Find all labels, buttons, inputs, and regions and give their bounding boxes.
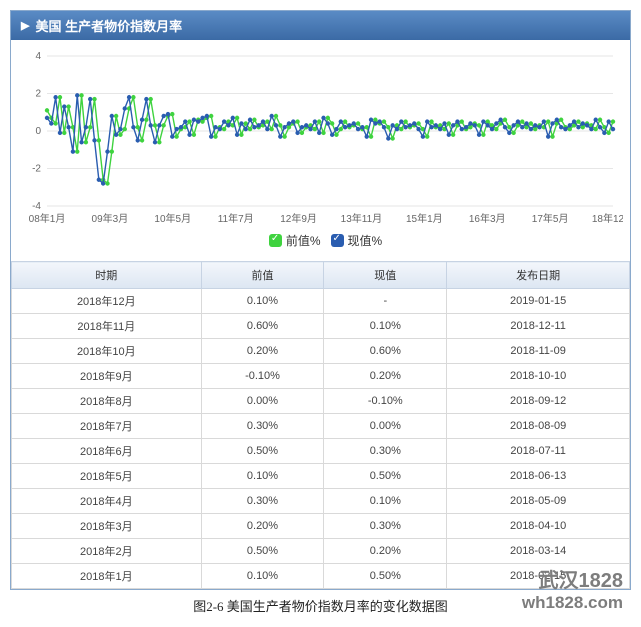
table-cell: 0.00% xyxy=(324,414,447,439)
table-cell: 0.10% xyxy=(201,289,324,314)
panel-title: 美国 生产者物价指数月率 xyxy=(35,16,182,35)
table-cell: 2018-04-10 xyxy=(447,514,630,539)
table-cell: 2018-08-09 xyxy=(447,414,630,439)
panel: ▶ 美国 生产者物价指数月率 -4 -2 0 2 4 08年1月 09年3月 10年5月 11年… xyxy=(10,10,631,590)
svg-text:09年3月: 09年3月 xyxy=(92,212,129,225)
chevron-right-icon: ▶ xyxy=(21,19,29,32)
table-cell: 0.20% xyxy=(324,364,447,389)
svg-text:0: 0 xyxy=(35,126,41,137)
table-row: 2018年5月0.10%0.50%2018-06-13 xyxy=(12,464,630,489)
svg-text:-2: -2 xyxy=(32,164,41,175)
table-cell: 2018-06-13 xyxy=(447,464,630,489)
table-cell: 0.50% xyxy=(324,564,447,589)
table-cell: 0.50% xyxy=(201,539,324,564)
table-row: 2018年10月0.20%0.60%2018-11-09 xyxy=(12,339,630,364)
table-cell: 2018-05-09 xyxy=(447,489,630,514)
legend-swatch[interactable] xyxy=(331,234,344,247)
table-row: 2018年3月0.20%0.30%2018-04-10 xyxy=(12,514,630,539)
table-cell: 0.20% xyxy=(201,339,324,364)
ppi-chart: -4 -2 0 2 4 08年1月 09年3月 10年5月 11年7月 12年9月 13年11月 15… xyxy=(15,48,623,228)
table-cell: 0.60% xyxy=(324,339,447,364)
table-cell: -0.10% xyxy=(324,389,447,414)
panel-header: ▶ 美国 生产者物价指数月率 xyxy=(11,11,630,40)
chart-legend: 前值% 现值% xyxy=(15,228,626,257)
svg-text:12年9月: 12年9月 xyxy=(280,212,317,225)
svg-text:17年5月: 17年5月 xyxy=(532,212,569,225)
table-cell: 2018-03-14 xyxy=(447,539,630,564)
table-cell: 2018年9月 xyxy=(12,364,202,389)
table-body: 2018年12月0.10%-2019-01-152018年11月0.60%0.1… xyxy=(12,289,630,589)
table-cell: 2018年3月 xyxy=(12,514,202,539)
table-cell: 2018-11-09 xyxy=(447,339,630,364)
table-cell: 0.30% xyxy=(201,489,324,514)
table-row: 2018年12月0.10%-2019-01-15 xyxy=(12,289,630,314)
table-cell: 0.10% xyxy=(324,489,447,514)
table-cell: 2018年10月 xyxy=(12,339,202,364)
table-cell: 0.30% xyxy=(201,414,324,439)
chart-area: -4 -2 0 2 4 08年1月 09年3月 10年5月 11年7月 12年9月 13年11月 15… xyxy=(11,40,630,261)
table-row: 2018年9月-0.10%0.20%2018-10-10 xyxy=(12,364,630,389)
table-row: 2018年6月0.50%0.30%2018-07-11 xyxy=(12,439,630,464)
table-cell: 2018年6月 xyxy=(12,439,202,464)
table-cell: 2019-01-15 xyxy=(447,289,630,314)
table-cell: 2018-12-11 xyxy=(447,314,630,339)
legend-label: 现值% xyxy=(348,234,383,248)
table-header-cell: 发布日期 xyxy=(447,262,630,289)
table-cell: 2018-09-12 xyxy=(447,389,630,414)
table-row: 2018年11月0.60%0.10%2018-12-11 xyxy=(12,314,630,339)
table-cell: 0.30% xyxy=(324,514,447,539)
svg-text:08年1月: 08年1月 xyxy=(29,212,66,225)
table-cell: 2018年4月 xyxy=(12,489,202,514)
svg-text:4: 4 xyxy=(35,51,41,62)
table-row: 2018年7月0.30%0.00%2018-08-09 xyxy=(12,414,630,439)
table-row: 2018年2月0.50%0.20%2018-03-14 xyxy=(12,539,630,564)
table-header-cell: 前值 xyxy=(201,262,324,289)
svg-text:15年1月: 15年1月 xyxy=(406,212,443,225)
table-cell: 2018年5月 xyxy=(12,464,202,489)
table-cell: 2018-07-11 xyxy=(447,439,630,464)
table-cell: 2018-10-10 xyxy=(447,364,630,389)
table-cell: 2018年7月 xyxy=(12,414,202,439)
table-cell: 2018-02-15 xyxy=(447,564,630,589)
table-cell: 2018年11月 xyxy=(12,314,202,339)
table-row: 2018年8月0.00%-0.10%2018-09-12 xyxy=(12,389,630,414)
svg-text:13年11月: 13年11月 xyxy=(341,212,383,225)
legend-swatch[interactable] xyxy=(269,234,282,247)
svg-text:-4: -4 xyxy=(32,201,41,212)
svg-text:16年3月: 16年3月 xyxy=(469,212,506,225)
table-cell: 0.30% xyxy=(324,439,447,464)
legend-label: 前值% xyxy=(286,234,321,248)
figure-caption: 图2-6 美国生产者物价指数月率的变化数据图 xyxy=(10,590,631,617)
table-cell: 2018年8月 xyxy=(12,389,202,414)
svg-text:11年7月: 11年7月 xyxy=(218,212,254,225)
table-cell: 0.20% xyxy=(324,539,447,564)
svg-text:18年12月: 18年12月 xyxy=(592,212,623,225)
table-cell: 2018年2月 xyxy=(12,539,202,564)
table-cell: - xyxy=(324,289,447,314)
table-cell: 0.10% xyxy=(201,464,324,489)
table-cell: 0.60% xyxy=(201,314,324,339)
table-cell: 0.00% xyxy=(201,389,324,414)
table-row: 2018年4月0.30%0.10%2018-05-09 xyxy=(12,489,630,514)
data-table: 时期前值现值发布日期 2018年12月0.10%-2019-01-152018年… xyxy=(11,261,630,589)
table-cell: -0.10% xyxy=(201,364,324,389)
table-cell: 0.50% xyxy=(324,464,447,489)
table-header-cell: 时期 xyxy=(12,262,202,289)
table-row: 2018年1月0.10%0.50%2018-02-15 xyxy=(12,564,630,589)
table-cell: 0.10% xyxy=(324,314,447,339)
table-cell: 0.20% xyxy=(201,514,324,539)
table-cell: 0.10% xyxy=(201,564,324,589)
table-cell: 0.50% xyxy=(201,439,324,464)
svg-text:10年5月: 10年5月 xyxy=(154,212,191,225)
table-header-cell: 现值 xyxy=(324,262,447,289)
table-header-row: 时期前值现值发布日期 xyxy=(12,262,630,289)
svg-text:2: 2 xyxy=(35,89,41,100)
table-cell: 2018年12月 xyxy=(12,289,202,314)
table-cell: 2018年1月 xyxy=(12,564,202,589)
